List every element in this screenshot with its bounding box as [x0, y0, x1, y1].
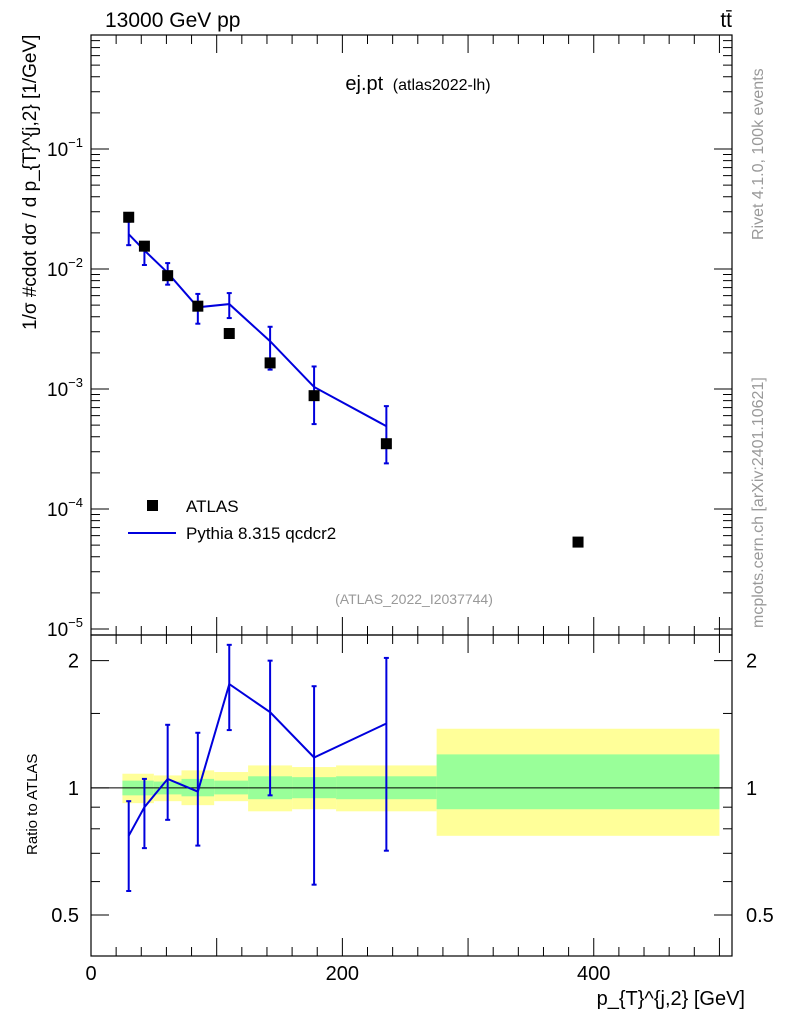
main-panel: ej.pt (atlas2022-lh) (ATLAS_2022_I203774…	[20, 34, 733, 641]
ratio-panel: 0.5 0.5 1 1 2 2 0 200 400 Ratio to ATLAS p_{T}^{…	[24, 634, 774, 1010]
main-ytick-label: 10−1	[47, 135, 83, 161]
main-ytick-label-base: 10	[47, 380, 68, 401]
main-ytick-label: 10−3	[47, 375, 83, 401]
main-ytick-label-base: 10	[47, 260, 68, 281]
ratio-ylabel: Ratio to ATLAS	[24, 754, 41, 855]
main-ytick-label-base: 10	[47, 140, 68, 161]
main-ytick-label-exp: −4	[68, 495, 83, 510]
main-frame	[90, 34, 733, 636]
main-ytick-label-exp: −2	[68, 255, 83, 270]
legend-marker-atlas	[147, 500, 158, 511]
legend: ATLAS Pythia 8.315 qcdcr2	[128, 497, 336, 543]
ratio-ytick-label: 0.5	[51, 905, 79, 927]
legend-label-atlas: ATLAS	[186, 497, 239, 516]
ratio-ytick-label-right: 0.5	[746, 905, 774, 927]
ratio-xtick-label: 0	[85, 963, 96, 985]
main-ytick-label-exp: −1	[68, 135, 83, 150]
ratio-xtick-label: 400	[577, 963, 610, 985]
ratio-xtick-label: 200	[326, 963, 359, 985]
legend-label-pythia: Pythia 8.315 qcdcr2	[186, 524, 336, 543]
ratio-frame	[90, 634, 733, 957]
ratio-xlabel: p_{T}^{j,2} [GeV]	[597, 988, 745, 1010]
main-ytick-label-base: 10	[47, 620, 68, 641]
ratio-ytick-label-right: 2	[746, 651, 757, 673]
ratio-ytick-label-right: 1	[746, 778, 757, 800]
plot-title-sub: (atlas2022-lh)	[393, 77, 491, 94]
atlas-data-point	[264, 357, 276, 369]
main-ytick-label-base: 10	[47, 500, 68, 521]
mc-line	[127, 233, 387, 428]
main-ytick-label: 10−4	[47, 495, 83, 521]
atlas-data-point	[192, 300, 204, 312]
atlas-data-point	[123, 211, 135, 223]
main-ytick-label: 10−5	[47, 615, 83, 641]
rivet-label: Rivet 4.1.0, 100k events	[750, 68, 767, 240]
atlas-data-point	[223, 328, 235, 340]
atlas-data-point	[308, 390, 320, 402]
ratio-ytick-label: 2	[68, 651, 79, 673]
main-ylabel: 1/σ #cdot dσ / d p_{T}^{j,2} [1/GeV]	[20, 35, 41, 330]
ratio-mc-line	[127, 682, 387, 837]
mcplots-label: mcplots.cern.ch [arXiv:2401.10621]	[750, 377, 767, 628]
atlas-data-point	[572, 536, 584, 548]
main-ytick-label-exp: −5	[68, 615, 83, 630]
main-ytick-label: 10−2	[47, 255, 83, 281]
atlas-data-point	[162, 270, 174, 282]
atlas-data-point	[138, 240, 150, 252]
main-ytick-label-exp: −3	[68, 375, 83, 390]
energy-label: 13000 GeV pp	[105, 9, 240, 32]
plot-title-main: ej.pt	[345, 73, 383, 95]
plot-title: ej.pt (atlas2022-lh)	[345, 73, 490, 95]
process-label: tt̄	[720, 9, 732, 32]
ratio-band-inner	[436, 754, 720, 810]
watermark: (ATLAS_2022_I2037744)	[335, 591, 493, 607]
atlas-data-point	[380, 438, 392, 450]
ratio-ytick-label: 1	[68, 778, 79, 800]
